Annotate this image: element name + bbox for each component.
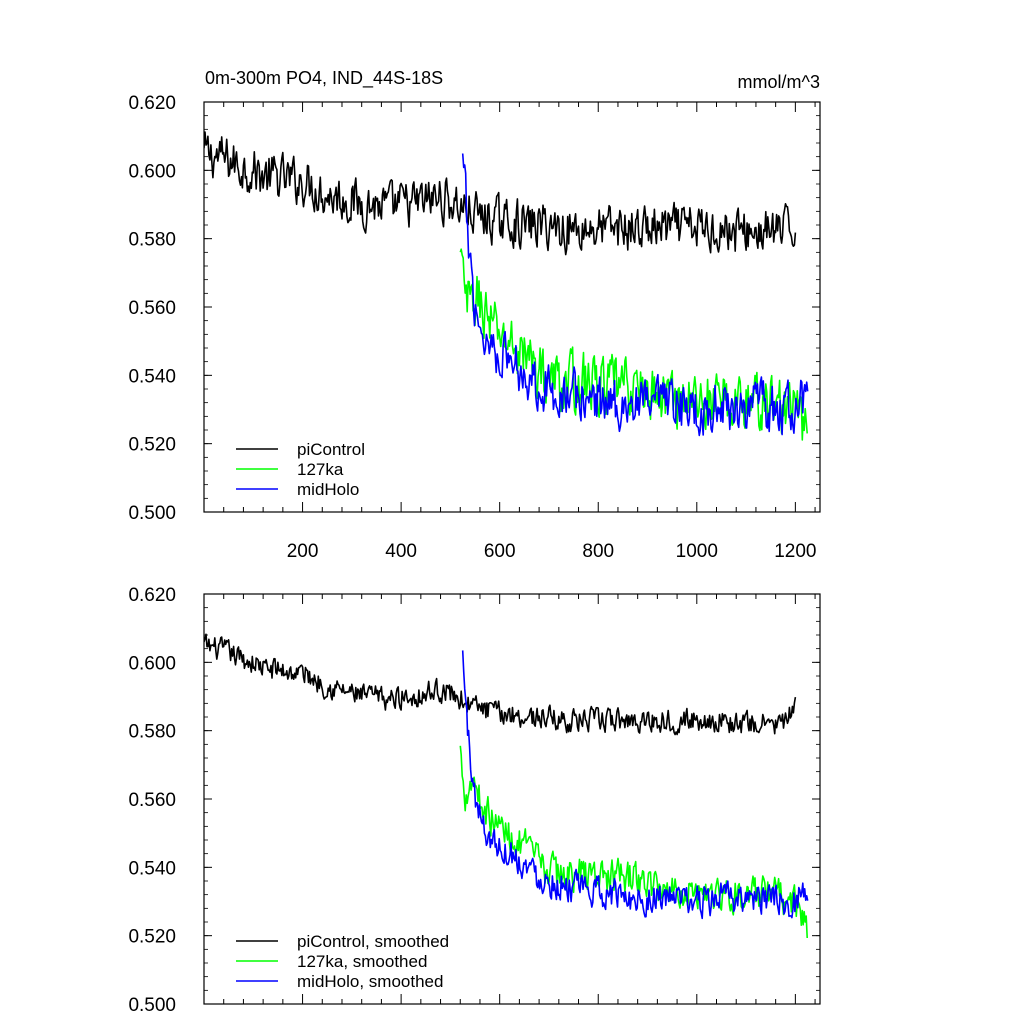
bottom-axis-ticks: 0.500 0.520 0.540 0.560 0.580 0.600 0.620 (128, 585, 820, 1016)
bottom-legend-label-1: 127ka, smoothed (297, 952, 427, 971)
top-ytick-label: 0.600 (128, 161, 176, 182)
bottom-series-line-0 (204, 633, 797, 736)
top-chart-units: mmol/m^3 (738, 72, 820, 92)
top-ytick-label: 0.520 (128, 435, 176, 456)
top-legend-label-0: piControl (297, 440, 365, 459)
bottom-ytick-label: 0.500 (128, 995, 176, 1016)
top-panel: 0.500 0.520 0.540 0.560 0.580 0.600 0.620 200 40… (128, 68, 821, 562)
top-ytick-label: 0.620 (128, 93, 176, 114)
top-chart-title: 0m-300m PO4, IND_44S-18S (205, 68, 443, 89)
top-ytick-label: 0.540 (128, 366, 176, 387)
top-xtick-label: 600 (484, 541, 516, 562)
top-series-group (204, 131, 809, 441)
top-legend-label-1: 127ka (297, 460, 344, 479)
bottom-legend-label-0: piControl, smoothed (297, 932, 449, 951)
bottom-series-group (204, 633, 809, 939)
bottom-ytick-label: 0.540 (128, 858, 176, 879)
top-xtick-label: 200 (287, 541, 319, 562)
bottom-ytick-label: 0.520 (128, 927, 176, 948)
bottom-series-line-1 (459, 745, 808, 939)
top-ytick-label: 0.560 (128, 298, 176, 319)
top-ytick-label: 0.500 (128, 503, 176, 524)
top-legend-label-2: midHolo (297, 480, 359, 499)
bottom-ytick-label: 0.580 (128, 722, 176, 743)
bottom-legend-label-2: midHolo, smoothed (297, 972, 443, 991)
bottom-ytick-label: 0.620 (128, 585, 176, 606)
top-xtick-label: 800 (582, 541, 614, 562)
top-series-line-0 (204, 131, 797, 256)
bottom-ytick-label: 0.600 (128, 653, 176, 674)
top-ytick-label: 0.580 (128, 230, 176, 251)
bottom-series-line-2 (461, 650, 809, 920)
top-series-line-1 (459, 248, 808, 441)
top-xtick-label: 1000 (676, 541, 718, 562)
bottom-panel: 0.500 0.520 0.540 0.560 0.580 0.600 0.620 piCo… (128, 585, 821, 1016)
top-series-line-2 (461, 153, 809, 437)
top-xtick-label: 1200 (774, 541, 816, 562)
top-axis-ticks: 0.500 0.520 0.540 0.560 0.580 0.600 0.620 200 40… (128, 93, 820, 562)
bottom-ytick-label: 0.560 (128, 790, 176, 811)
top-xtick-label: 400 (385, 541, 417, 562)
